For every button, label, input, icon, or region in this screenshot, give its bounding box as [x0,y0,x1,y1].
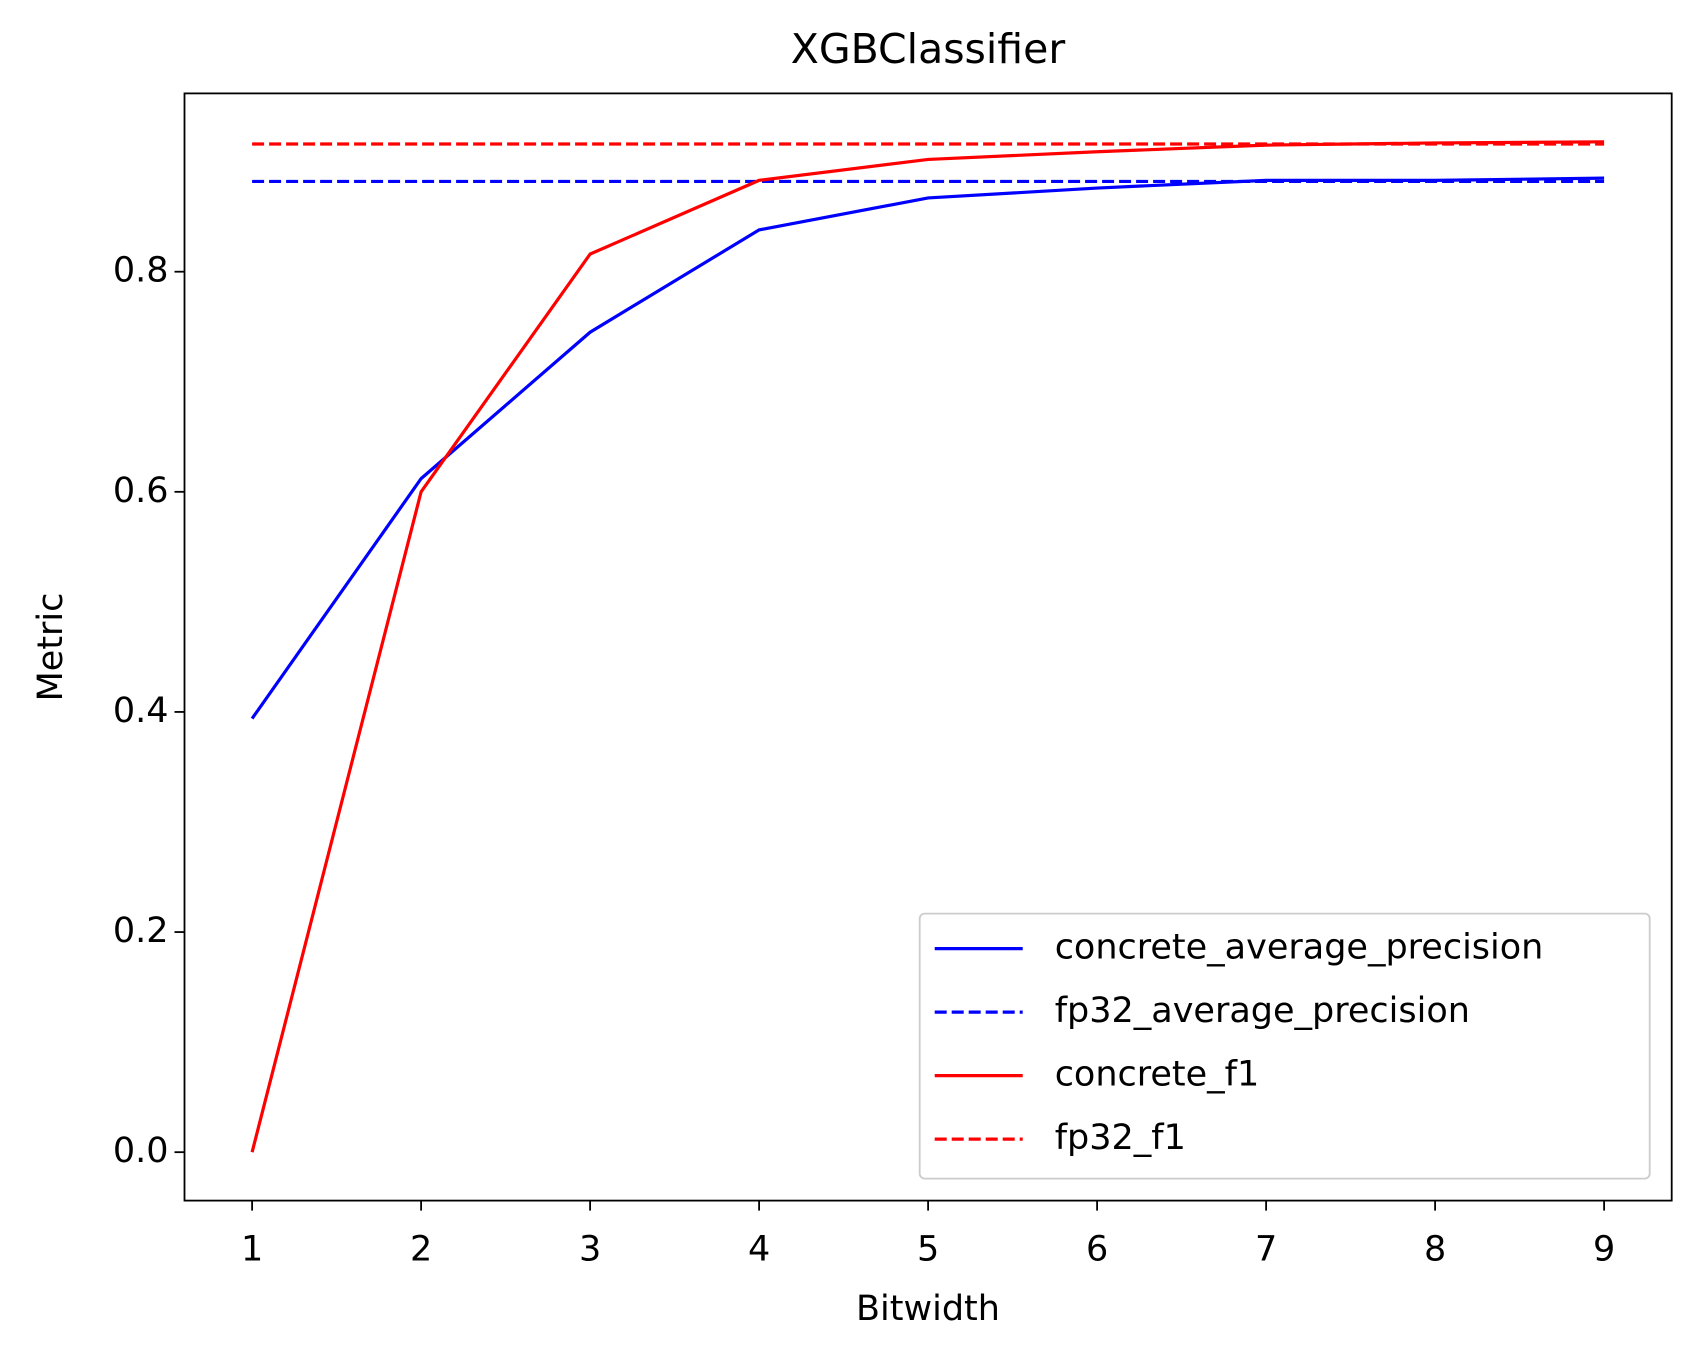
legend-label: fp32_average_precision [1055,991,1470,1031]
x-tick-label: 3 [579,1230,601,1270]
x-tick-label: 1 [241,1230,263,1270]
legend-label: concrete_average_precision [1055,928,1544,968]
y-tick-label: 0.0 [113,1131,169,1171]
x-tick-label: 4 [748,1230,770,1270]
x-axis-label: Bitwidth [856,1289,1000,1329]
x-tick-label: 8 [1424,1230,1446,1270]
plot-frame [183,92,1673,1202]
x-tick-label: 7 [1255,1230,1277,1270]
legend-label: concrete_f1 [1055,1055,1260,1095]
y-tick-label: 0.4 [113,691,169,731]
y-axis-label: Metric [31,593,71,702]
x-tick-label: 2 [410,1230,432,1270]
y-tick-label: 0.6 [113,471,169,511]
chart-title: XGBClassifier [791,25,1066,73]
x-tick-label: 9 [1593,1230,1615,1270]
x-tick-label: 5 [917,1230,939,1270]
y-tick-label: 0.8 [113,251,169,291]
legend-label: fp32_f1 [1055,1118,1186,1158]
x-tick-label: 6 [1086,1230,1108,1270]
line [250,176,1605,720]
legend-box [918,912,1651,1180]
y-tick-label: 0.2 [113,911,169,951]
